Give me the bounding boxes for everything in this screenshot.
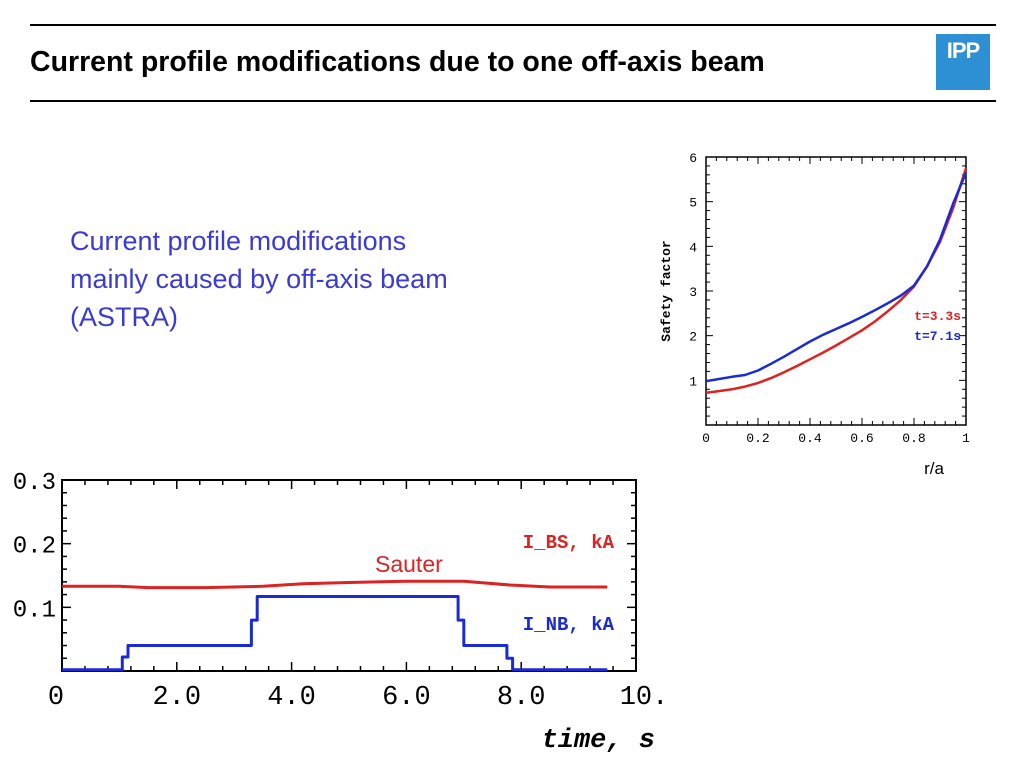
x-tick-label: 10.: [620, 683, 669, 713]
bullet-line-3: (ASTRA): [70, 302, 178, 332]
series-line-i-bs: [62, 579, 608, 590]
legend-label: t=7.1s: [914, 329, 961, 344]
legend-label: t=3.3s: [914, 309, 961, 324]
y-axis-label: Safety factor: [659, 240, 674, 341]
y-tick-label: 0.1: [13, 597, 56, 624]
x-tick-label: 0.8: [902, 431, 925, 446]
x-tick-label: 8.0: [497, 683, 546, 713]
x-axis-label: r/a: [924, 459, 944, 478]
x-tick-label: 4.0: [267, 683, 316, 713]
slide-title: Current profile modifications due to one…: [30, 46, 765, 78]
series-label: I_BS, kA: [523, 532, 615, 554]
y-tick-label: 2: [689, 330, 697, 345]
bullet-line-1: Current profile modifications: [70, 226, 407, 256]
logo-text: IPP: [946, 38, 980, 63]
x-tick-label: 0.6: [850, 431, 873, 446]
title-rule-top: [30, 24, 996, 26]
y-tick-label: 4: [689, 240, 697, 255]
series-label: I_NB, kA: [523, 614, 615, 636]
series-line-i-nb: [62, 595, 608, 672]
series-line-t-7-1s: [705, 172, 968, 383]
y-tick-label: 0.3: [13, 470, 56, 497]
x-tick-label: 0.4: [798, 431, 822, 446]
y-tick-label: 6: [689, 151, 697, 166]
x-tick-label: 6.0: [382, 683, 431, 713]
y-tick-label: 0.2: [13, 534, 56, 561]
ipp-logo: IPP: [936, 34, 990, 90]
sauter-annotation: Sauter: [375, 551, 443, 577]
plot-frame: [61, 479, 637, 672]
y-tick-label: 1: [689, 374, 697, 389]
y-tick-label: 3: [689, 285, 697, 300]
x-tick-label: 0: [702, 431, 710, 446]
x-tick-label: 0.2: [746, 431, 769, 446]
bullet-line-2: mainly caused by off-axis beam: [70, 264, 448, 294]
x-tick-label: 1: [962, 431, 970, 446]
bullet-text: Current profile modifications mainly cau…: [70, 222, 570, 336]
x-tick-label: 0: [48, 683, 64, 713]
y-tick-label: 5: [689, 196, 697, 211]
x-tick-label: 2.0: [152, 683, 201, 713]
x-axis-label: time, s: [542, 726, 655, 756]
title-rule-bottom: [30, 100, 996, 102]
